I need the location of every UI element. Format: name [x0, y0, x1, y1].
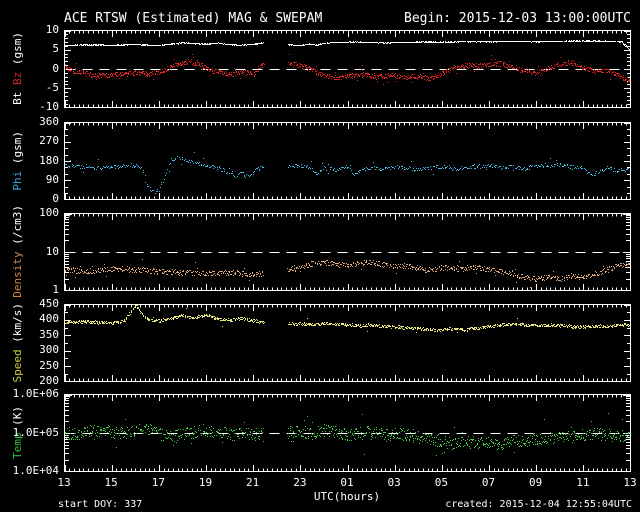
- xtick-label: 03: [387, 476, 401, 489]
- xtick-label: 05: [434, 476, 448, 489]
- speed-plot-area: [64, 304, 631, 382]
- created-timestamp: created: 2015-12-04 12:55:04UTC: [445, 499, 632, 510]
- speed-ytick-label: 300: [39, 343, 59, 357]
- mag-ytick-label: 0: [52, 61, 59, 75]
- temp-ytick-label: 1.0E+04: [12, 464, 59, 477]
- phi-ytick-label: 0: [52, 192, 59, 205]
- xtick-label: 01: [340, 476, 354, 489]
- xtick-label: 23: [293, 476, 307, 489]
- density-plot-area: [64, 213, 631, 291]
- xtick-label: 11: [576, 476, 590, 489]
- mag-ytick-label: 5: [52, 42, 59, 56]
- xtick-label: 21: [246, 476, 260, 489]
- plot-title: ACE RTSW (Estimated) MAG & SWEPAM: [64, 11, 323, 26]
- mag-plot-area: [64, 30, 631, 108]
- temp-plot-area: [64, 394, 631, 472]
- speed-ytick-label: 450: [39, 297, 59, 310]
- density-ytick-label: 100: [39, 206, 59, 219]
- xtick-label: 15: [104, 476, 118, 489]
- xtick-label: 07: [481, 476, 496, 489]
- mag-ytick-label: 10: [45, 23, 59, 36]
- mag-ytick-label: -10: [39, 100, 59, 113]
- begin-timestamp: Begin: 2015-12-03 13:00:00UTC: [404, 11, 631, 26]
- phi-ytick-label: 270: [39, 134, 59, 148]
- density-ytick-label: 10: [45, 244, 59, 258]
- x-axis-title: UTC(hours): [313, 490, 381, 503]
- speed-ytick-label: 200: [39, 374, 59, 387]
- speed-ytick-label: 350: [39, 327, 59, 341]
- phi-plot-area: [64, 122, 631, 200]
- speed-ytick-label: 250: [39, 358, 59, 372]
- xtick-label: 09: [529, 476, 543, 489]
- phi-ytick-label: 90: [45, 172, 59, 186]
- xtick-label: 13: [623, 476, 637, 489]
- mag-ytick-label: -5: [45, 80, 59, 94]
- xtick-label: 13: [57, 476, 71, 489]
- density-ytick-label: 1: [52, 283, 59, 296]
- start-doy-label: start DOY: 337: [58, 499, 143, 510]
- xtick-label: 17: [151, 476, 165, 489]
- temp-ytick-label: 1.0E+05: [12, 425, 59, 439]
- xtick-label: 19: [198, 476, 213, 489]
- temp-ytick-label: 1.0E+06: [12, 387, 59, 400]
- phi-ytick-label: 180: [39, 153, 59, 167]
- phi-ytick-label: 360: [39, 115, 59, 128]
- speed-ytick-label: 400: [39, 312, 59, 326]
